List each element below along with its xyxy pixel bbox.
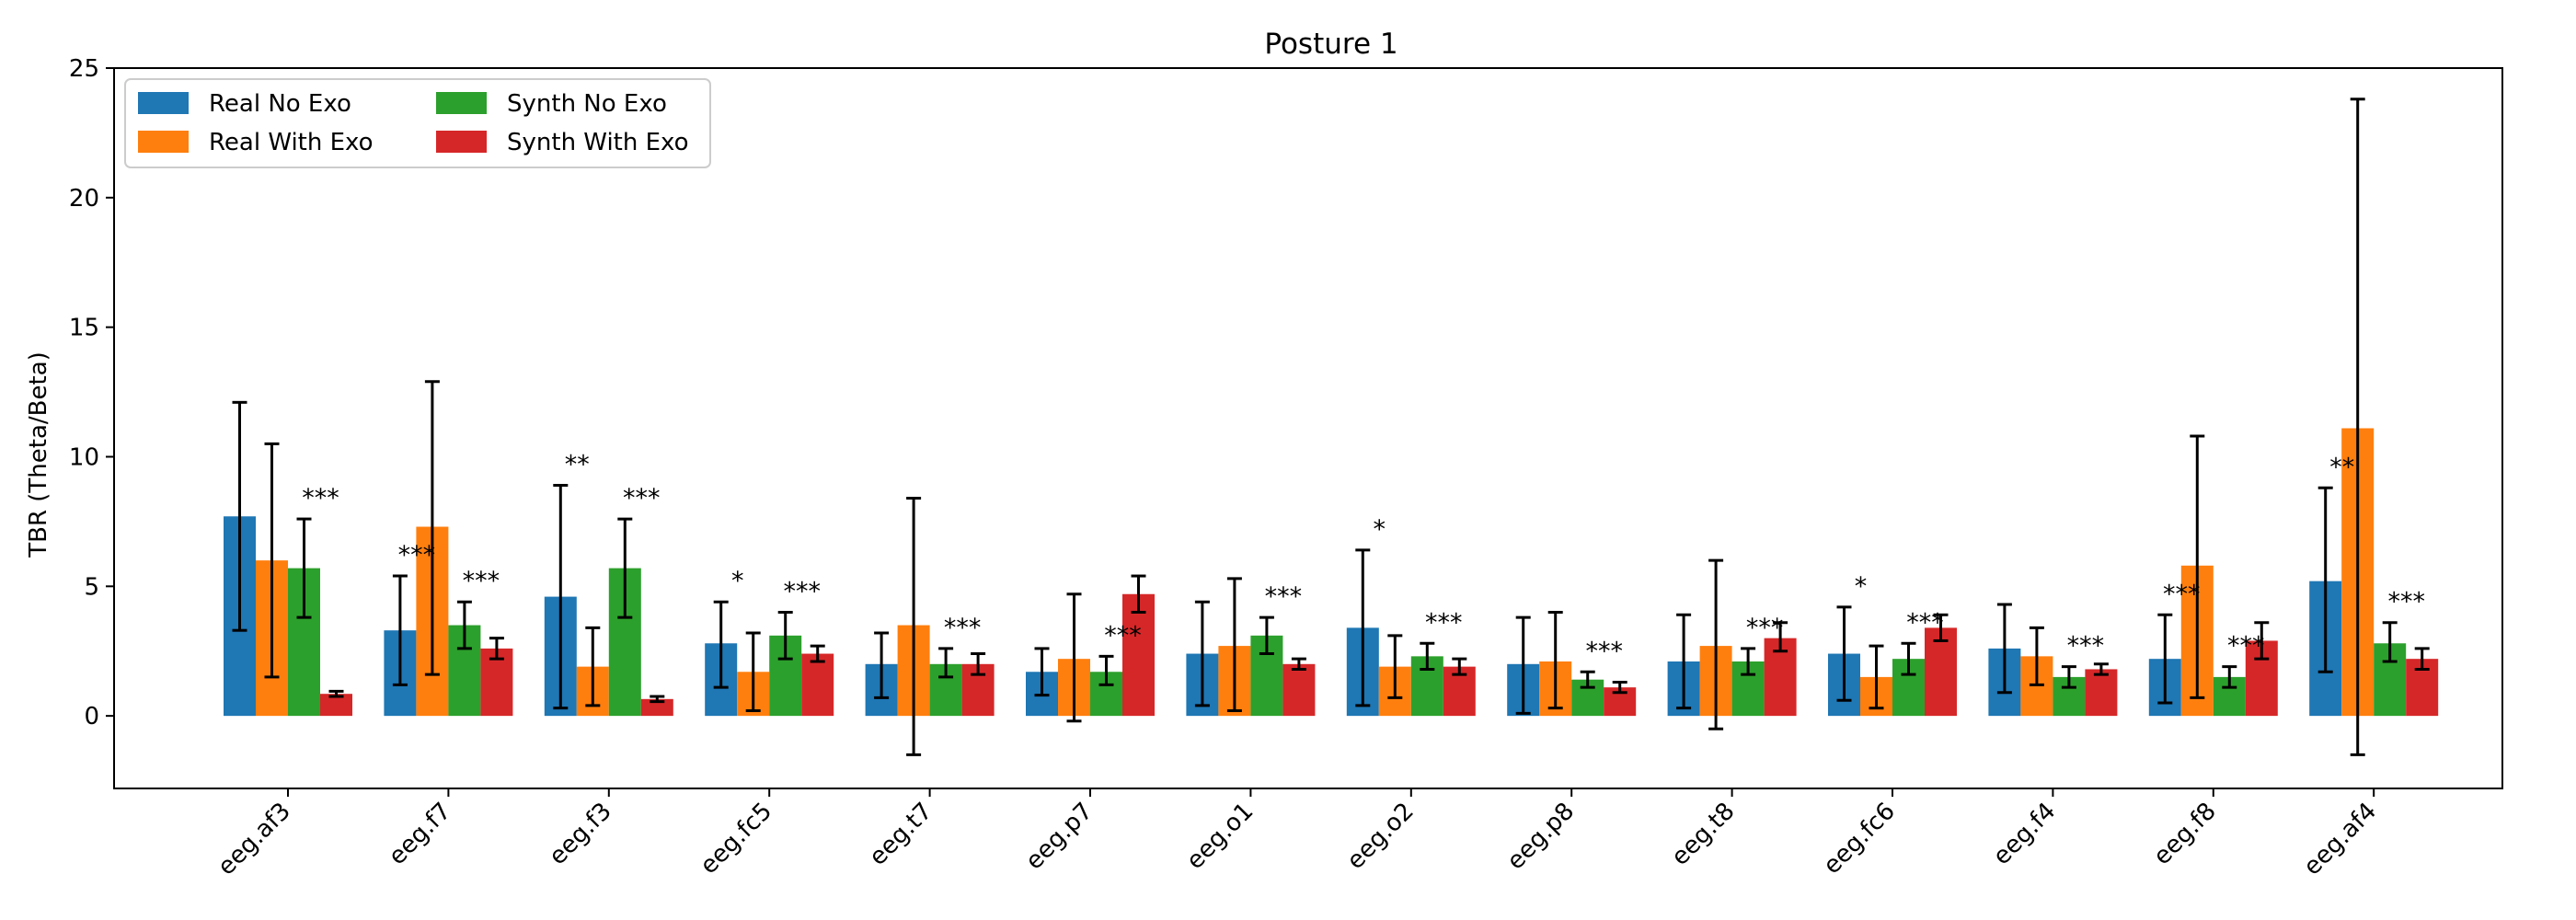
x-tick-label: eeg.af4	[2298, 798, 2382, 881]
legend-label: Synth With Exo	[507, 129, 689, 156]
legend-label: Real With Exo	[209, 129, 374, 156]
bar	[320, 694, 352, 717]
significance-marker: ***	[944, 614, 982, 642]
legend: Real No Exo Real With Exo Synth No Exo Synt…	[124, 78, 711, 168]
significance-marker: ***	[783, 577, 821, 605]
y-tick-label: 15	[69, 315, 99, 342]
significance-marker: *	[1855, 572, 1868, 601]
x-tick-label: eeg.t7	[864, 798, 937, 871]
legend-swatch	[436, 92, 487, 114]
significance-marker: ***	[1425, 608, 1463, 637]
significance-marker: ***	[463, 567, 500, 595]
x-tick-label: eeg.o1	[1181, 798, 1259, 875]
x-tick-label: eeg.fc6	[1818, 798, 1901, 880]
legend-frame	[124, 78, 711, 168]
x-tick-label: eeg.p7	[1020, 798, 1098, 876]
y-tick-label: 0	[84, 703, 99, 730]
significance-marker: ***	[2387, 588, 2425, 616]
x-tick-label: eeg.f4	[1988, 798, 2062, 871]
x-tick-label: eeg.o2	[1341, 798, 1419, 875]
bar	[1122, 593, 1155, 717]
x-tick-label: eeg.f7	[384, 798, 457, 871]
y-axis-label: TBR (Theta/Beta)	[25, 351, 52, 558]
legend-swatch	[138, 131, 189, 153]
chart-title: Posture 1	[1264, 28, 1397, 61]
x-tick-label: eeg.fc5	[696, 798, 778, 880]
x-tick-label: eeg.f3	[544, 798, 617, 871]
significance-marker: ***	[2067, 632, 2105, 661]
significance-marker: **	[2329, 453, 2354, 481]
significance-marker: *	[1374, 515, 1386, 544]
significance-marker: ***	[302, 484, 339, 512]
legend-label: Real No Exo	[209, 90, 351, 118]
plot-frame	[113, 67, 2503, 789]
y-tick-label: 5	[84, 573, 99, 601]
y-tick-label: 25	[69, 55, 99, 83]
significance-marker: ***	[2227, 632, 2265, 661]
significance-marker: ***	[398, 541, 436, 569]
x-tick-label: eeg.af3	[213, 798, 296, 881]
legend-swatch	[138, 92, 189, 114]
significance-marker: ***	[1265, 582, 1303, 611]
significance-marker: ***	[1906, 608, 1944, 637]
significance-marker: **	[565, 450, 590, 478]
legend-swatch	[436, 131, 487, 153]
x-tick-label: eeg.f8	[2148, 798, 2222, 871]
bar	[1925, 627, 1957, 717]
bar	[1282, 663, 1316, 717]
bar	[640, 698, 673, 717]
significance-marker: ***	[2163, 580, 2201, 608]
legend-label: Synth No Exo	[507, 90, 667, 118]
significance-marker: *	[731, 567, 744, 595]
bar	[2085, 669, 2118, 717]
significance-marker: ***	[1585, 637, 1623, 665]
significance-marker: ***	[1746, 614, 1784, 642]
x-tick-label: eeg.t8	[1666, 798, 1740, 871]
y-tick-label: 20	[69, 185, 99, 213]
x-tick-label: eeg.p8	[1501, 798, 1580, 876]
significance-marker: ***	[1104, 621, 1142, 650]
bar	[801, 653, 834, 717]
plot-area: 0 5 10 15 20 25 eeg.af3 eeg.f7 eeg.f3 eeg.fc5 eeg.…	[69, 55, 2439, 881]
significance-marker: ***	[623, 484, 661, 512]
y-tick-label: 10	[69, 443, 99, 471]
